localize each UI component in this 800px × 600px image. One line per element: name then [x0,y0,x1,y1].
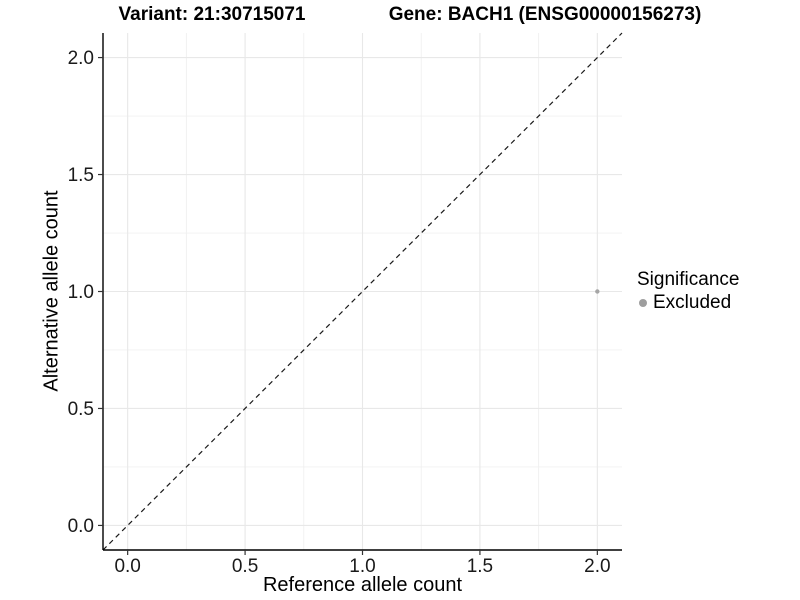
plot-title-variant: Variant: 21:30715071 [118,4,306,25]
y-axis-title: Alternative allele count [40,190,63,392]
plot-title-gene: Gene: BACH1 (ENSG00000156273) [388,4,702,25]
x-tick-label: 1.5 [467,556,493,577]
y-tick-label: 2.0 [68,48,94,69]
y-tick-label: 0.5 [68,399,94,420]
y-tick-label: 1.0 [68,282,94,303]
data-point [595,289,600,294]
x-tick-label: 2.0 [584,556,610,577]
legend-entry-label: Excluded [653,292,732,313]
x-axis-title: Reference allele count [262,574,462,596]
legend: Significance Excluded [637,269,739,314]
y-tick-label: 1.5 [68,165,94,186]
y-tick-label: 0.0 [68,516,94,537]
legend-entry: Excluded [637,292,739,314]
legend-title: Significance [637,269,740,290]
legend-point-icon [639,299,647,307]
x-tick-label: 1.0 [349,556,375,577]
x-tick-label: 0.5 [232,556,258,577]
x-tick-label: 0.0 [114,556,140,577]
